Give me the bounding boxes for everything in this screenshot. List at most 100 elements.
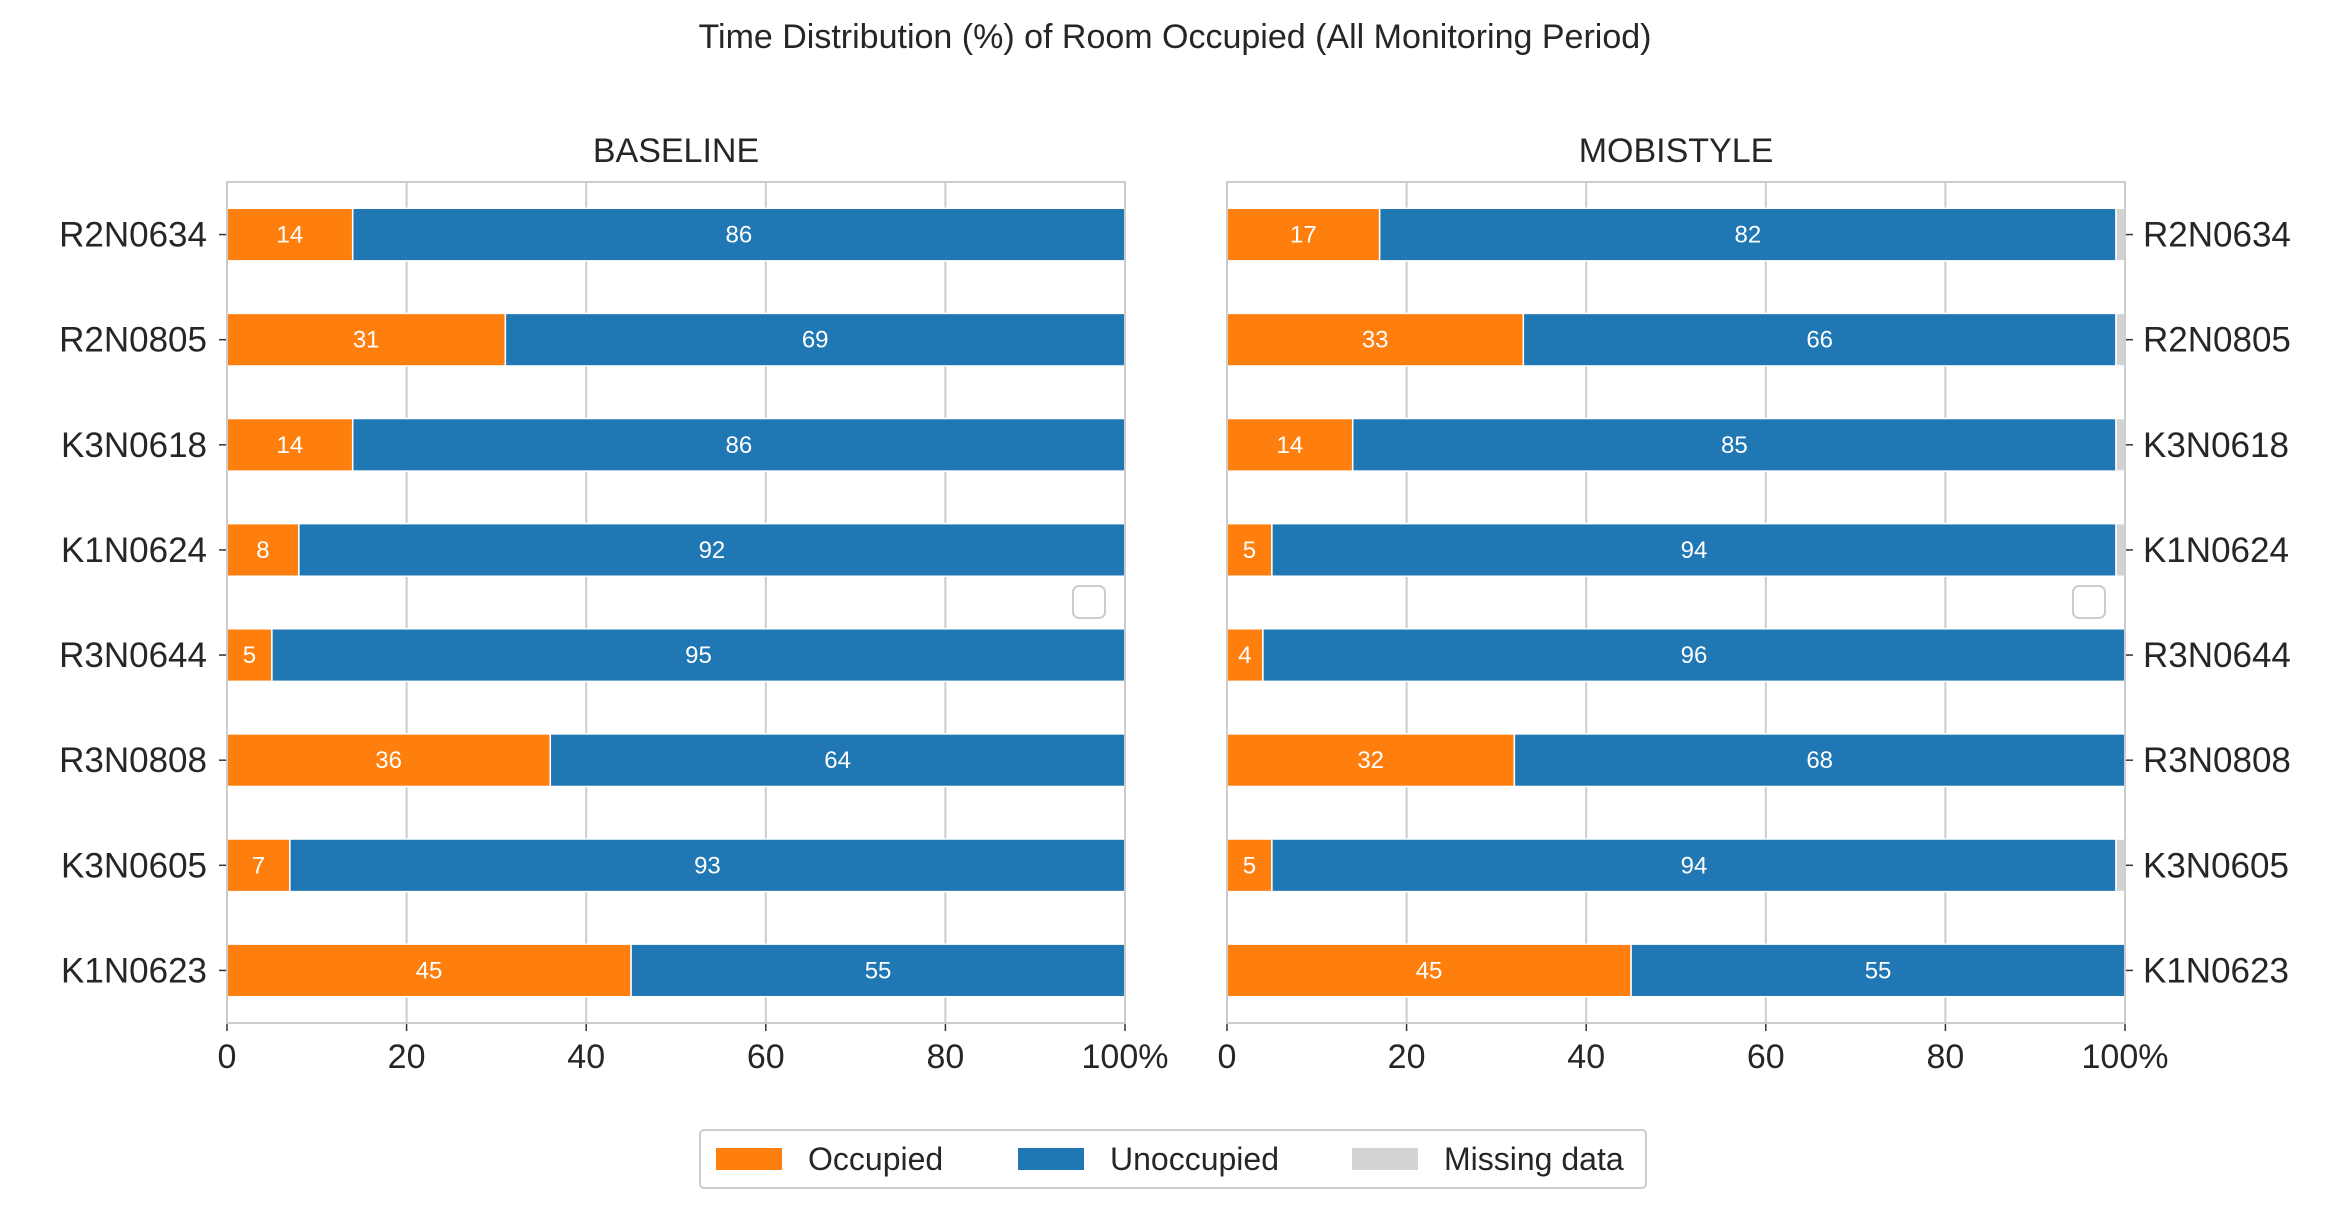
bar-occupied-k3n0618 [1226, 417, 1354, 472]
bar-value-label: 5 [243, 642, 256, 669]
bar-value-label: 14 [1277, 432, 1304, 459]
bar-missing-data-r2n0805 [2115, 312, 2126, 367]
legend-label-missing-data: Missing data [1444, 1141, 1624, 1177]
legend-swatch-missing-data [1352, 1148, 1418, 1170]
bar-value-label: 8 [256, 537, 269, 564]
bar-unoccupied-r3n0644 [271, 628, 1126, 683]
bar-value-label: 31 [353, 327, 380, 354]
bar-value-label: 32 [1357, 747, 1384, 774]
bar-value-label: 64 [824, 747, 851, 774]
y-tick-label: K3N0618 [2143, 426, 2289, 465]
bar-occupied-r3n0808 [226, 733, 552, 788]
x-tick-label: 100% [1082, 1038, 1169, 1076]
bar-unoccupied-k3n0605 [289, 838, 1126, 893]
x-tick-label: 60 [747, 1038, 785, 1076]
bar-value-label: 92 [699, 537, 726, 564]
bar-occupied-r2n0805 [1226, 312, 1525, 367]
bar-unoccupied-r3n0808 [1513, 733, 2126, 788]
chart-legend: Occupied Unoccupied Missing data [699, 1129, 1647, 1189]
bar-value-label: 66 [1806, 327, 1833, 354]
bar-missing-data-k3n0618 [2115, 417, 2126, 472]
y-tick-label: K1N0623 [61, 951, 207, 990]
bar-unoccupied-r2n0634 [351, 207, 1126, 262]
bar-occupied-k3n0618 [226, 417, 354, 472]
bar-value-label: 96 [1681, 642, 1708, 669]
y-tick-label: K1N0623 [2143, 951, 2289, 990]
bar-value-label: 86 [726, 222, 753, 249]
bar-missing-data-k3n0605 [2115, 838, 2126, 893]
y-tick-label: K3N0605 [61, 846, 207, 885]
chart-title: Time Distribution (%) of Room Occupied (… [699, 18, 1652, 56]
y-tick-label: K1N0624 [2143, 531, 2289, 570]
bar-unoccupied-r2n0805 [1522, 312, 2117, 367]
y-tick-label: K3N0618 [61, 426, 207, 465]
bar-value-label: 55 [1865, 957, 1892, 984]
x-tick-label: 100% [2082, 1038, 2169, 1076]
y-tick-label: K3N0605 [2143, 846, 2289, 885]
bar-unoccupied-r2n0634 [1378, 207, 2117, 262]
bar-unoccupied-k1n0624 [1271, 522, 2117, 577]
y-tick-label: R2N0805 [2143, 321, 2291, 360]
bar-value-label: 14 [277, 432, 304, 459]
x-tick-label: 60 [1747, 1038, 1785, 1076]
y-tick-label: R3N0644 [2143, 636, 2291, 675]
panel-title: MOBISTYLE [1579, 132, 1774, 170]
x-tick-label: 40 [1567, 1038, 1605, 1076]
legend-label-occupied: Occupied [808, 1141, 943, 1177]
bar-occupied-k1n0623 [1226, 943, 1632, 998]
legend-frame [699, 1129, 1647, 1189]
legend-swatch-unoccupied [1018, 1148, 1084, 1170]
x-tick-label: 0 [1218, 1038, 1237, 1076]
bar-unoccupied-k1n0623 [1630, 943, 2126, 998]
bar-value-label: 69 [802, 327, 829, 354]
y-tick-label: R3N0808 [59, 741, 207, 780]
bar-unoccupied-r3n0808 [549, 733, 1126, 788]
bar-value-label: 95 [685, 642, 712, 669]
bar-value-label: 93 [694, 852, 721, 879]
y-tick-label: R2N0805 [59, 321, 207, 360]
x-tick-label: 20 [1388, 1038, 1426, 1076]
bar-value-label: 36 [375, 747, 402, 774]
y-tick-label: R3N0808 [2143, 741, 2291, 780]
bar-value-label: 5 [1243, 537, 1256, 564]
bar-missing-data-r2n0634 [2115, 207, 2126, 262]
bar-value-label: 45 [1416, 957, 1443, 984]
bar-value-label: 45 [416, 957, 443, 984]
bar-value-label: 55 [865, 957, 892, 984]
bar-unoccupied-k3n0618 [1351, 417, 2117, 472]
x-tick-label: 0 [218, 1038, 237, 1076]
bar-value-label: 5 [1243, 852, 1256, 879]
bar-value-label: 68 [1806, 747, 1833, 774]
panel-mobistyle: MOBISTYLE 0 20 40 60 80 100% 17 82 R2N0634 33 66 R2N… [1218, 132, 2291, 1076]
y-tick-label: R3N0644 [59, 636, 207, 675]
y-tick-label: R2N0634 [59, 216, 207, 255]
bar-value-label: 94 [1681, 852, 1708, 879]
legend-swatch-occupied [716, 1148, 782, 1170]
plot-frame [1226, 181, 2126, 1024]
bar-occupied-r3n0808 [1226, 733, 1516, 788]
empty-legend-box [2072, 585, 2106, 619]
plot-frame [226, 181, 1126, 1024]
bar-value-label: 94 [1681, 537, 1708, 564]
bar-unoccupied-k1n0623 [630, 943, 1126, 998]
bar-value-label: 33 [1362, 327, 1389, 354]
bar-unoccupied-k3n0618 [351, 417, 1126, 472]
bar-value-label: 17 [1290, 222, 1317, 249]
x-tick-label: 20 [388, 1038, 426, 1076]
legend-label-unoccupied: Unoccupied [1110, 1141, 1279, 1177]
bar-value-label: 14 [277, 222, 304, 249]
bar-missing-data-k1n0624 [2115, 522, 2126, 577]
bar-value-label: 4 [1238, 642, 1251, 669]
bar-occupied-k1n0624 [226, 522, 300, 577]
panel-baseline: BASELINE 0 20 40 60 80 100% 14 86 R2N0634 31 69 R2N0… [59, 132, 1168, 1076]
bar-value-label: 82 [1734, 222, 1761, 249]
empty-legend-box [1072, 585, 1106, 619]
bar-unoccupied-r3n0644 [1262, 628, 2126, 683]
panel-title: BASELINE [593, 132, 759, 170]
x-tick-label: 80 [926, 1038, 964, 1076]
y-tick-label: R2N0634 [2143, 216, 2291, 255]
bar-occupied-k1n0623 [226, 943, 632, 998]
